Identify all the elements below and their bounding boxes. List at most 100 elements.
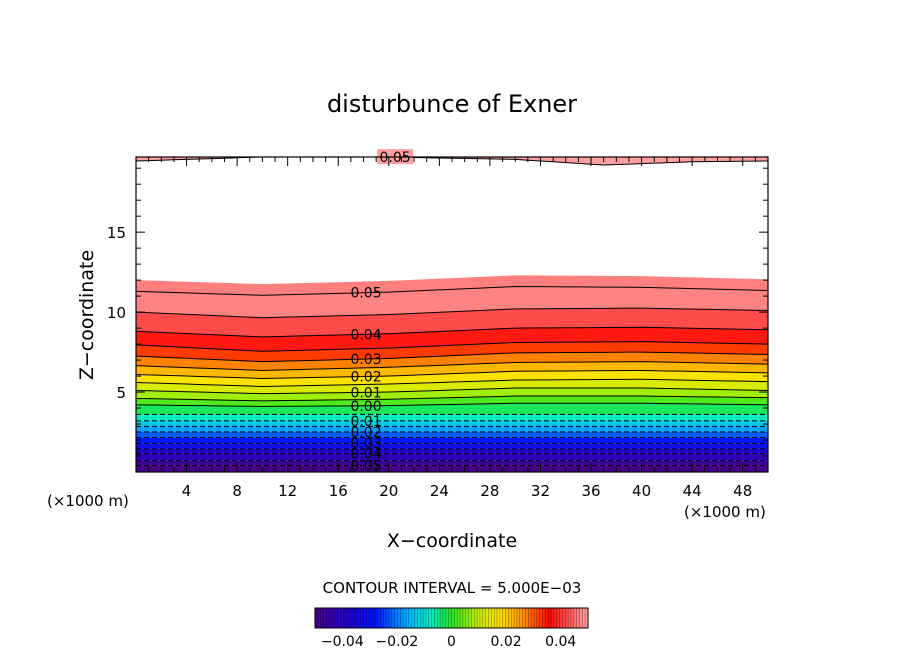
colorbar-swatch	[494, 608, 498, 628]
colorbar-swatch	[516, 608, 521, 628]
colorbar-swatch	[332, 608, 336, 628]
colorbar-swatch	[317, 608, 322, 628]
contour-line	[136, 378, 768, 387]
colorbar-swatch	[519, 608, 524, 628]
colorbar-swatch	[417, 608, 421, 628]
contour-band	[136, 286, 768, 318]
x-tick-label: 20	[379, 482, 398, 500]
colorbar-tick-label: −0.04	[321, 634, 364, 650]
colorbar-swatch	[391, 608, 396, 628]
contour-line	[136, 286, 768, 296]
contour-line	[136, 369, 768, 379]
contour-band	[136, 341, 768, 362]
colorbar-swatch	[337, 608, 342, 628]
contour-label: 0.05	[350, 459, 381, 475]
colorbar-swatch	[573, 608, 578, 628]
colorbar-swatch	[528, 608, 532, 628]
contour-line	[136, 402, 768, 407]
colorbar-swatch	[357, 608, 361, 628]
colorbar-swatch	[388, 608, 393, 628]
colorbar-swatch	[440, 608, 444, 628]
colorbar-swatch	[400, 608, 404, 628]
contour-band	[136, 396, 768, 407]
colorbar-swatch	[420, 608, 424, 628]
contour-band	[136, 420, 768, 427]
colorbar-swatch	[508, 608, 512, 628]
colorbar-swatch	[559, 608, 563, 628]
colorbar-swatch	[477, 608, 481, 628]
colorbar-swatch	[323, 608, 327, 628]
colorbar-swatch	[394, 608, 398, 628]
colorbar-swatch	[334, 608, 339, 628]
colorbar-tick-label: 0.02	[491, 634, 522, 650]
colorbar-tick-label: 0	[447, 634, 456, 650]
colorbar-swatch	[326, 608, 330, 628]
contour-label: 0.05	[350, 286, 381, 302]
colorbar-swatch	[582, 608, 586, 628]
colorbar-swatch	[411, 608, 416, 628]
x-tick-label: 36	[581, 482, 600, 500]
contour-line	[136, 341, 768, 352]
y-tick-label: 15	[107, 224, 126, 242]
colorbar-swatch	[369, 608, 373, 628]
contour-band	[136, 370, 768, 387]
contour-band	[136, 327, 768, 352]
colorbar-swatch	[551, 608, 555, 628]
colorbar-swatch	[403, 608, 407, 628]
colorbar-swatch	[533, 608, 538, 628]
colorbar-swatch	[553, 608, 558, 628]
colorbar-swatch	[340, 608, 344, 628]
contour-label: 0.01	[350, 385, 381, 401]
x-tick-label: 4	[182, 482, 192, 500]
contour-line	[136, 361, 768, 371]
colorbar-swatch	[408, 608, 413, 628]
colorbar-swatch	[366, 608, 370, 628]
contour-interval-text: CONTOUR INTERVAL = 5.000E−03	[323, 579, 582, 597]
colorbar-swatch	[511, 608, 515, 628]
contour-label: 0.00	[350, 399, 381, 415]
contour-label: 0.01	[350, 414, 381, 430]
colorbar-swatch	[457, 608, 461, 628]
x-axis-label: X−coordinate	[387, 530, 517, 552]
colorbar-swatch	[351, 608, 356, 628]
contour-band	[136, 443, 768, 449]
colorbar-swatch	[545, 608, 549, 628]
colorbar-swatch	[579, 608, 583, 628]
colorbar-swatch	[442, 608, 447, 628]
contour-band	[136, 388, 768, 401]
colorbar-swatch	[468, 608, 472, 628]
contour-band	[136, 426, 768, 433]
colorbar-swatch	[329, 608, 333, 628]
colorbar-frame	[314, 607, 589, 629]
contour-label: 0.03	[350, 352, 381, 368]
colorbar-swatch	[460, 608, 464, 628]
contour-band	[136, 414, 768, 421]
contour-lines	[136, 157, 768, 467]
colorbar-swatch	[383, 608, 387, 628]
colorbar-swatch	[431, 608, 435, 628]
x-unit-right: (×1000 m)	[684, 503, 766, 521]
x-tick-label: 28	[480, 482, 499, 500]
colorbar-swatch	[380, 608, 384, 628]
colorbar-swatch	[548, 608, 552, 628]
colorbar-swatch	[437, 608, 441, 628]
colorbar-swatch	[497, 608, 501, 628]
colorbar-swatch	[377, 608, 381, 628]
colorbar-swatch	[485, 608, 489, 628]
colorbar-swatch	[451, 608, 455, 628]
contour-line	[136, 307, 768, 319]
colorbar-swatch	[568, 608, 572, 628]
colorbar-swatch	[360, 608, 364, 628]
colorbar-swatch	[445, 608, 450, 628]
colorbar-swatch	[371, 608, 376, 628]
colorbar-swatch	[499, 608, 504, 628]
colorbar-tick-label: −0.02	[375, 634, 418, 650]
colorbar-swatch	[374, 608, 379, 628]
contour-band	[136, 453, 768, 461]
contour-band	[136, 352, 768, 371]
contour-label: 0.03	[350, 436, 381, 452]
contour-band-top	[136, 157, 768, 165]
colorbar-swatch	[488, 608, 492, 628]
colorbar-swatch	[505, 608, 509, 628]
